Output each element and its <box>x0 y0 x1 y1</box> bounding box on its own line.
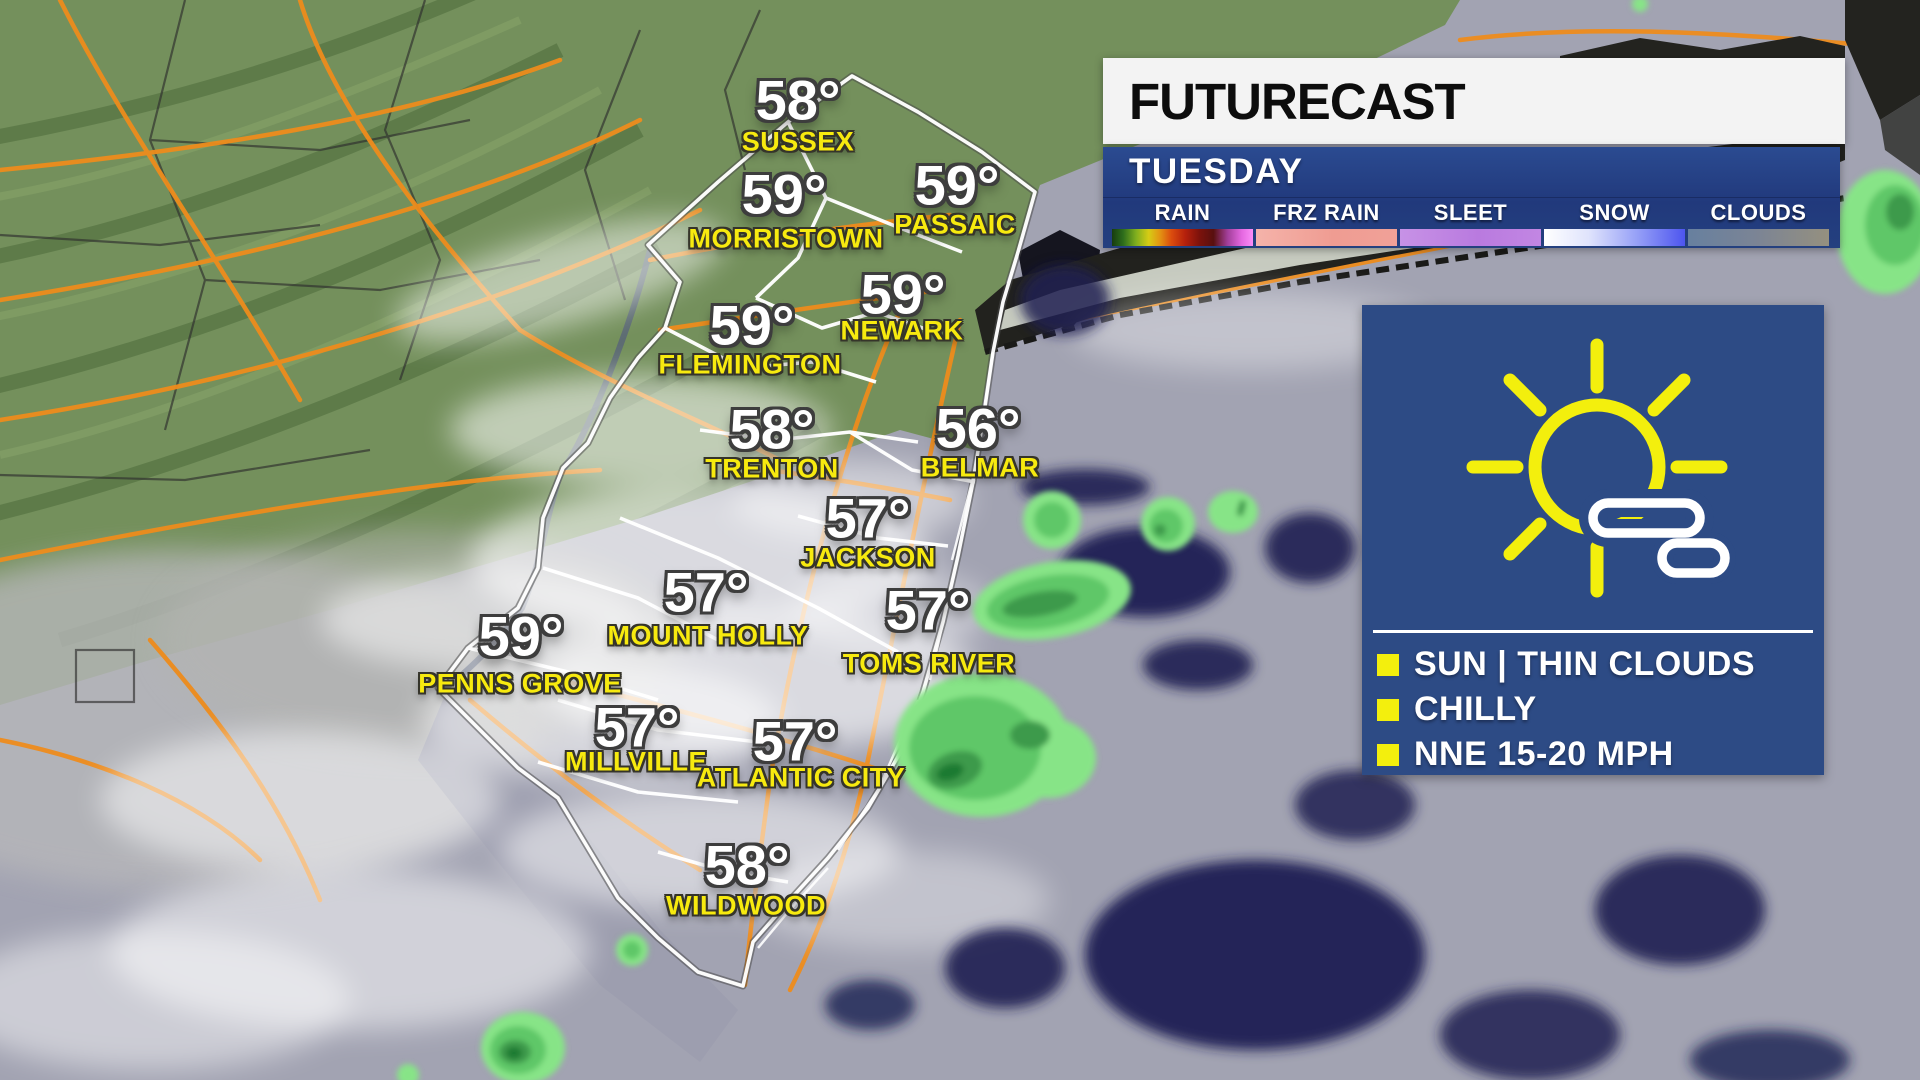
futurecast-title: FUTURECAST <box>1129 72 1466 130</box>
bullet-square-icon <box>1377 653 1399 676</box>
legend-item: FRZ RAIN <box>1256 200 1397 246</box>
futurecast-header: FUTURECAST <box>1103 58 1845 144</box>
legend-gradient-bar <box>1112 229 1253 246</box>
station-temp-label: 59° <box>914 153 1000 217</box>
legend-label: FRZ RAIN <box>1273 200 1380 225</box>
day-label: TUESDAY <box>1103 147 1840 198</box>
sun-thin-clouds-icon <box>1362 305 1824 630</box>
station-city-label: MORRISTOWN <box>688 223 884 254</box>
conditions-bullets: SUN | THIN CLOUDS CHILLY NNE 15-20 MPH <box>1362 633 1824 777</box>
station-temp-label: 59° <box>709 293 795 357</box>
condition-item: SUN | THIN CLOUDS <box>1377 642 1824 687</box>
station-city-label: TRENTON <box>705 453 839 484</box>
legend-label: CLOUDS <box>1710 200 1807 225</box>
station-city-label: NEWARK <box>840 315 964 346</box>
station-temp-label: 59° <box>478 604 564 668</box>
station-temp-label: 56° <box>935 396 1021 460</box>
nj-boundaries <box>434 72 1039 990</box>
condition-text: NNE 15-20 MPH <box>1414 735 1674 773</box>
bullet-square-icon <box>1377 698 1399 721</box>
station-city-label: TOMS RIVER <box>842 648 1016 679</box>
station-temp-label: 57° <box>885 578 971 642</box>
legend-gradient-bar <box>1400 229 1541 246</box>
station-city-label: ATLANTIC CITY <box>696 762 906 793</box>
station-temp-label: 57° <box>752 709 838 773</box>
station-city-label: SUSSEX <box>741 126 855 157</box>
conditions-panel: SUN | THIN CLOUDS CHILLY NNE 15-20 MPH <box>1362 305 1824 775</box>
station-temp-label: 58° <box>755 68 841 132</box>
radar-blobs <box>397 0 1920 1080</box>
station-temp-label: 59° <box>860 262 946 326</box>
condition-item: NNE 15-20 MPH <box>1377 732 1824 777</box>
station-temp-label: 57° <box>663 560 749 624</box>
condition-item: CHILLY <box>1377 687 1824 732</box>
station-city-label: BELMAR <box>920 452 1040 483</box>
station-temp-label: 57° <box>825 486 911 550</box>
dark-cloud-blobs <box>825 265 1850 1080</box>
condition-text: CHILLY <box>1414 690 1537 728</box>
station-temp-label: 58° <box>729 397 815 461</box>
station-city-label: FLEMINGTON <box>658 349 842 380</box>
station-city-label: MOUNT HOLLY <box>607 620 809 651</box>
station-temp-label: 59° <box>741 162 827 226</box>
station-city-label: JACKSON <box>800 542 936 573</box>
legend-gradient-bar <box>1544 229 1685 246</box>
station-city-label: WILDWOOD <box>666 890 826 921</box>
condition-text: SUN | THIN CLOUDS <box>1414 645 1756 683</box>
conditions-divider <box>1373 630 1813 633</box>
legend-row: RAIN FRZ RAIN SLEET SNOW CLOUDS <box>1103 198 1840 246</box>
station-temp-label: 58° <box>704 833 790 897</box>
legend-gradient-bar <box>1688 229 1829 246</box>
bullet-square-icon <box>1377 743 1399 766</box>
station-temp-label: 57° <box>594 695 680 759</box>
legend-label: RAIN <box>1154 200 1211 225</box>
legend-label: SNOW <box>1579 200 1650 225</box>
cloud-haze <box>0 218 1430 1070</box>
legend-gradient-bar <box>1256 229 1397 246</box>
day-legend-band: TUESDAY RAIN FRZ RAIN SLEET SNOW CLOUDS <box>1103 147 1840 248</box>
legend-item: RAIN <box>1112 200 1253 246</box>
legend-item: SLEET <box>1400 200 1541 246</box>
station-city-label: PENNS GROVE <box>418 668 622 699</box>
legend-label: SLEET <box>1433 200 1508 225</box>
legend-item: SNOW <box>1544 200 1685 246</box>
station-city-label: MILLVILLE <box>565 746 707 777</box>
station-city-label: PASSAIC <box>894 209 1016 240</box>
legend-item: CLOUDS <box>1688 200 1829 246</box>
